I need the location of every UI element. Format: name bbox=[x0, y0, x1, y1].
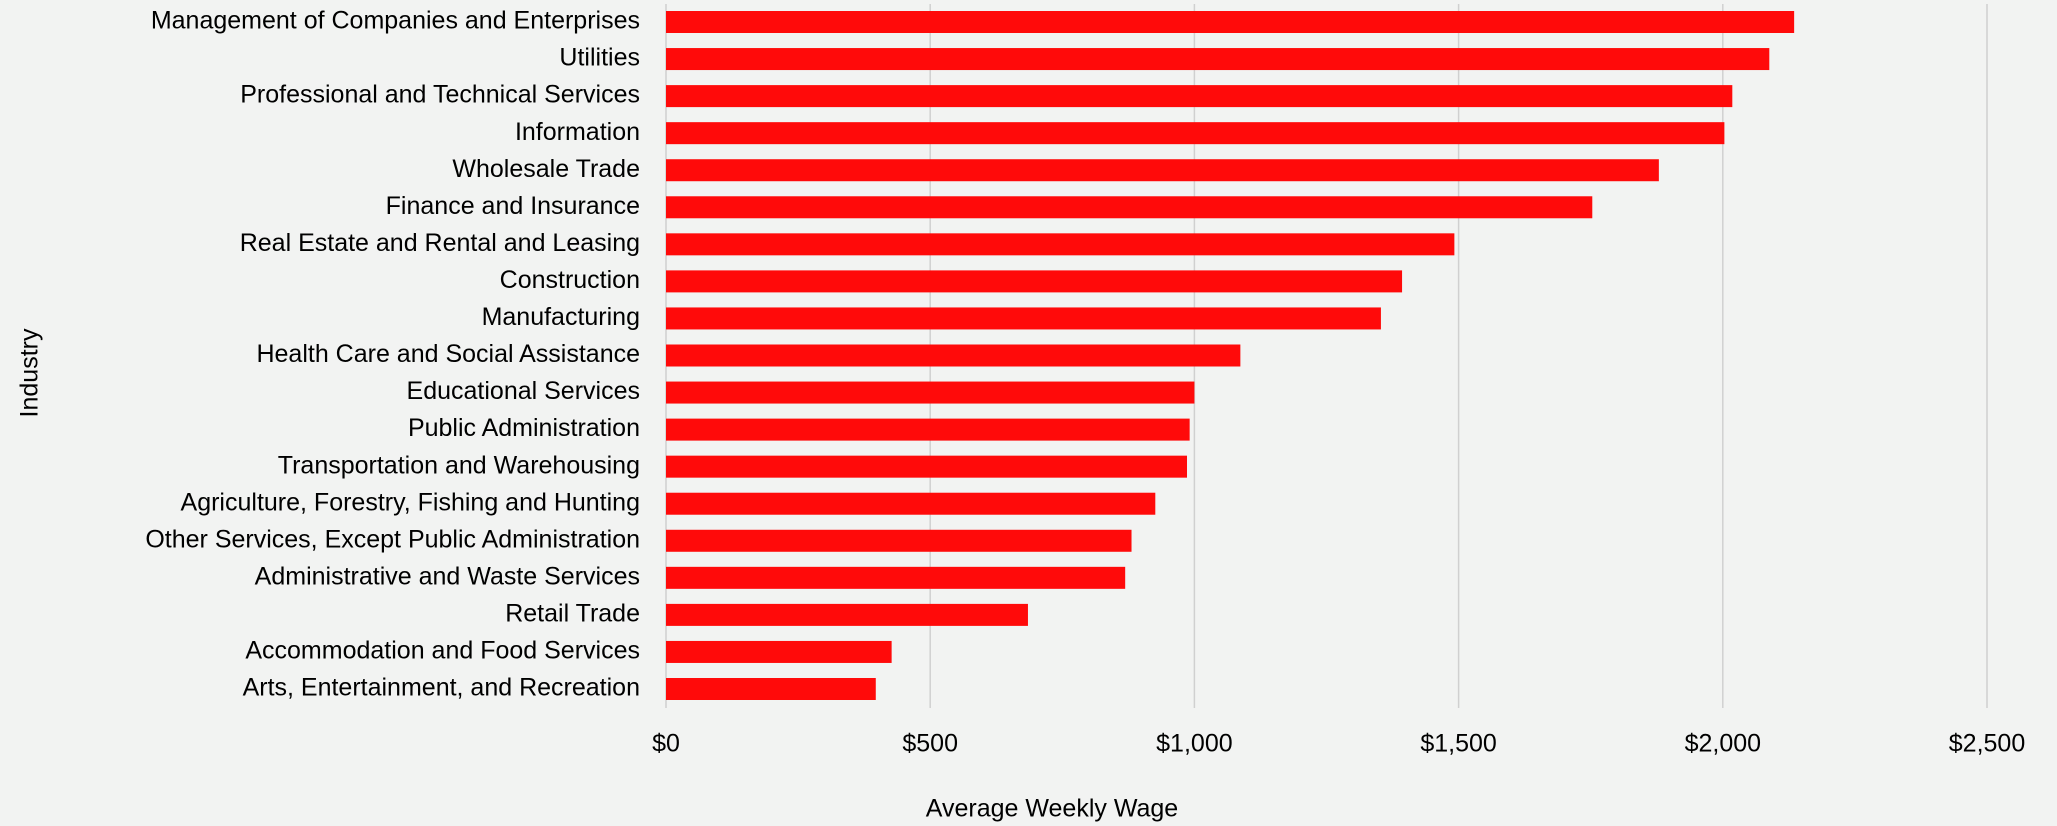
bar bbox=[666, 159, 1659, 182]
y-tick-label: Professional and Technical Services bbox=[240, 81, 640, 109]
bar bbox=[666, 307, 1381, 330]
y-tick-label: Administrative and Waste Services bbox=[255, 562, 640, 590]
x-tick-label: $2,000 bbox=[1685, 730, 1761, 758]
bar bbox=[666, 381, 1195, 404]
bar bbox=[666, 529, 1132, 552]
y-tick-label: Health Care and Social Assistance bbox=[256, 340, 640, 368]
x-axis-title: Average Weekly Wage bbox=[926, 795, 1178, 823]
y-tick-label: Finance and Insurance bbox=[386, 192, 640, 220]
bar bbox=[666, 48, 1770, 71]
y-tick-label: Retail Trade bbox=[505, 599, 640, 627]
bar bbox=[666, 455, 1188, 478]
y-tick-label: Manufacturing bbox=[482, 303, 640, 331]
x-tick-label: $1,500 bbox=[1420, 730, 1496, 758]
y-tick-label: Public Administration bbox=[408, 414, 640, 442]
bar bbox=[666, 418, 1190, 441]
y-tick-label: Management of Companies and Enterprises bbox=[151, 7, 640, 35]
x-tick-label: $0 bbox=[652, 730, 680, 758]
y-tick-label: Information bbox=[515, 118, 640, 146]
bar bbox=[666, 11, 1795, 33]
y-tick-label: Educational Services bbox=[407, 377, 640, 405]
x-tick-label: $500 bbox=[902, 730, 958, 758]
x-tick-label: $1,000 bbox=[1156, 730, 1232, 758]
bar bbox=[666, 344, 1241, 367]
y-axis-title: Industry bbox=[16, 328, 44, 417]
bar bbox=[666, 566, 1126, 589]
y-tick-label: Accommodation and Food Services bbox=[245, 637, 640, 665]
y-tick-label: Wholesale Trade bbox=[452, 155, 640, 183]
y-tick-label: Agriculture, Forestry, Fishing and Hunti… bbox=[181, 488, 640, 516]
y-tick-label: Transportation and Warehousing bbox=[278, 451, 640, 479]
bar bbox=[666, 122, 1725, 145]
y-tick-label: Arts, Entertainment, and Recreation bbox=[243, 674, 640, 702]
y-tick-label: Real Estate and Rental and Leasing bbox=[240, 229, 640, 257]
bar bbox=[666, 640, 892, 663]
bar bbox=[666, 603, 1028, 626]
bar bbox=[666, 85, 1733, 108]
y-tick-label: Utilities bbox=[559, 44, 640, 72]
x-tick-label: $2,500 bbox=[1949, 730, 2025, 758]
bar bbox=[666, 492, 1156, 515]
bar bbox=[666, 678, 876, 700]
bar bbox=[666, 270, 1403, 293]
y-tick-label: Other Services, Except Public Administra… bbox=[145, 525, 640, 553]
bar bbox=[666, 196, 1593, 219]
bar bbox=[666, 233, 1455, 256]
y-tick-label: Construction bbox=[500, 266, 640, 294]
